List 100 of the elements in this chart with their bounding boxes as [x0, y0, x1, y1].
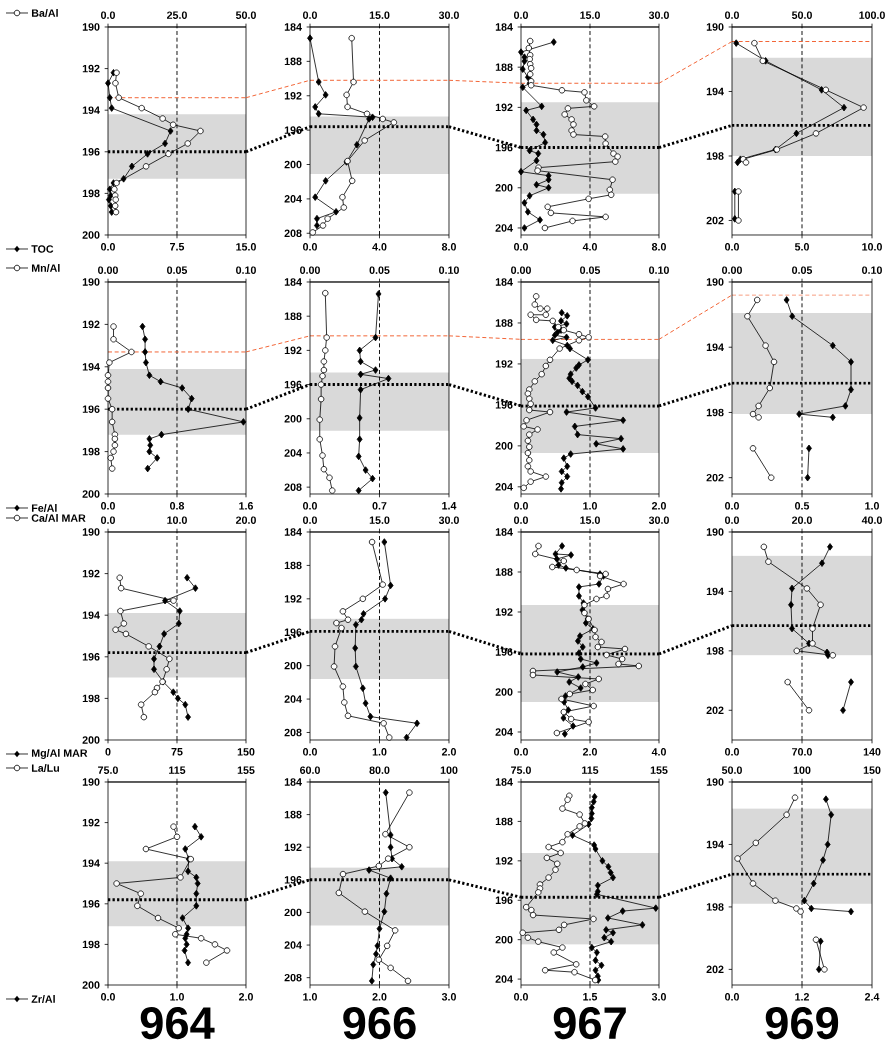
y-tick-label: 194 [82, 363, 100, 371]
x2-tick-label: 0.05 [580, 266, 601, 274]
y-tick-label: 196 [284, 628, 302, 637]
y-tick-label: 198 [82, 189, 100, 198]
x2-tick-label: 30.0 [438, 516, 459, 524]
y-tick-label: 192 [495, 857, 513, 865]
y-tick-label: 204 [495, 224, 513, 232]
y-tick-label: 184 [495, 23, 513, 31]
y-tick-label: 192 [82, 64, 100, 73]
y-tick-label: 198 [706, 152, 724, 160]
y-tick-label: 184 [495, 778, 513, 786]
y-tick-label: 188 [284, 810, 302, 819]
x2-tick-label: 20.0 [792, 516, 812, 524]
x2-tick-label: 115 [169, 766, 186, 774]
y-tick-label: 196 [82, 653, 100, 661]
x2-tick-label: 0.05 [167, 266, 188, 274]
legend-label: Ca/Al MAR [31, 514, 86, 522]
x2-tick-label: 50.0 [235, 11, 256, 19]
legend-label: Fe/Al [31, 504, 57, 512]
x-tick-label: 0.0 [101, 993, 115, 1001]
x-axis-title: 964 [140, 1007, 215, 1040]
y-tick-label: 208 [284, 728, 302, 737]
y-tick-label: 200 [284, 908, 302, 917]
x2-tick-label: 0.00 [98, 266, 118, 274]
y-tick-label: 198 [82, 940, 100, 949]
y-tick-label: 190 [82, 778, 100, 786]
y-tick-label: 184 [284, 528, 302, 536]
x-tick-label: 0.0 [303, 748, 317, 756]
y-tick-label: 202 [706, 706, 724, 715]
x2-tick-label: 25.0 [166, 11, 187, 19]
x-tick-label: 2.0 [441, 748, 456, 756]
x2-tick-label: 100.0 [859, 11, 885, 19]
y-tick-label: 204 [284, 195, 302, 203]
y-tick-label: 190 [706, 23, 724, 31]
y-tick-label: 200 [284, 414, 302, 423]
x2-tick-label: 0.10 [649, 266, 669, 274]
x2-tick-label: 20.0 [235, 516, 256, 524]
x2-tick-label: 100 [440, 766, 458, 774]
x-tick-label: 0.0 [514, 243, 528, 251]
x2-tick-label: 0.10 [862, 266, 882, 274]
x2-tick-label: 0.0 [303, 516, 317, 524]
x-tick-label: 70.0 [792, 748, 812, 756]
y-tick-label: 190 [82, 528, 100, 536]
y-tick-label: 198 [82, 447, 100, 456]
legend-label: TOC [31, 245, 54, 253]
y-tick-label: 198 [706, 408, 724, 417]
x-tick-label: 1.4 [442, 502, 457, 510]
y-tick-label: 208 [284, 973, 302, 982]
legend-label: Mn/Al [31, 264, 60, 272]
x-tick-label: 2.0 [651, 502, 666, 510]
x-tick-label: 1.0 [170, 993, 184, 1001]
x2-tick-label: 0.0 [514, 11, 528, 19]
x2-tick-label: 75.0 [511, 766, 531, 774]
x2-tick-label: 60.0 [300, 766, 320, 774]
y-tick-label: 190 [706, 528, 724, 536]
x2-tick-label: 150 [863, 766, 881, 774]
y-tick-label: 194 [706, 343, 724, 351]
y-tick-label: 196 [495, 143, 513, 152]
y-tick-label: 196 [495, 401, 513, 409]
y-tick-label: 188 [495, 319, 513, 327]
x-tick-label: 4.0 [651, 748, 666, 756]
x2-tick-label: 115 [582, 766, 599, 774]
y-tick-label: 198 [706, 647, 724, 655]
y-tick-label: 190 [82, 278, 100, 286]
x-tick-label: 0.5 [795, 502, 810, 510]
y-tick-label: 192 [495, 608, 513, 616]
x-tick-label: 0.0 [303, 243, 317, 251]
legend-label: Ba/Al [31, 9, 58, 17]
y-tick-label: 184 [495, 528, 513, 536]
x2-tick-label: 0.00 [722, 266, 742, 274]
x-axis-title: 966 [343, 1007, 416, 1040]
x-tick-label: 10.0 [862, 243, 882, 251]
y-tick-label: 200 [82, 981, 100, 989]
x-axis-title: 967 [553, 1007, 626, 1040]
y-tick-label: 192 [284, 595, 302, 603]
x-tick-label: 1.0 [865, 502, 879, 510]
y-tick-label: 204 [284, 941, 302, 949]
y-tick-label: 196 [82, 900, 100, 908]
legend-label: Mg/Al MAR [31, 748, 88, 759]
x2-tick-label: 0.05 [792, 266, 813, 274]
x-tick-label: 4.0 [372, 243, 387, 251]
y-tick-label: 188 [495, 63, 513, 71]
y-tick-label: 184 [495, 278, 513, 286]
x-tick-label: 7.5 [170, 243, 185, 251]
y-tick-label: 208 [284, 229, 302, 238]
y-tick-label: 200 [82, 736, 100, 744]
x-tick-label: 3.0 [651, 993, 666, 1001]
y-tick-label: 200 [495, 688, 513, 696]
y-tick-label: 198 [82, 694, 100, 703]
y-tick-label: 184 [284, 778, 302, 786]
x-tick-label: 0 [105, 748, 111, 756]
y-tick-label: 192 [284, 346, 302, 355]
y-tick-label: 204 [495, 728, 513, 736]
y-tick-label: 194 [706, 587, 724, 596]
y-tick-label: 192 [495, 360, 513, 368]
x2-tick-label: 0.0 [101, 516, 115, 524]
x2-tick-label: 155 [650, 766, 668, 774]
x-tick-label: 1.0 [583, 502, 597, 510]
y-tick-label: 196 [495, 896, 513, 905]
x2-tick-label: 30.0 [648, 516, 669, 524]
